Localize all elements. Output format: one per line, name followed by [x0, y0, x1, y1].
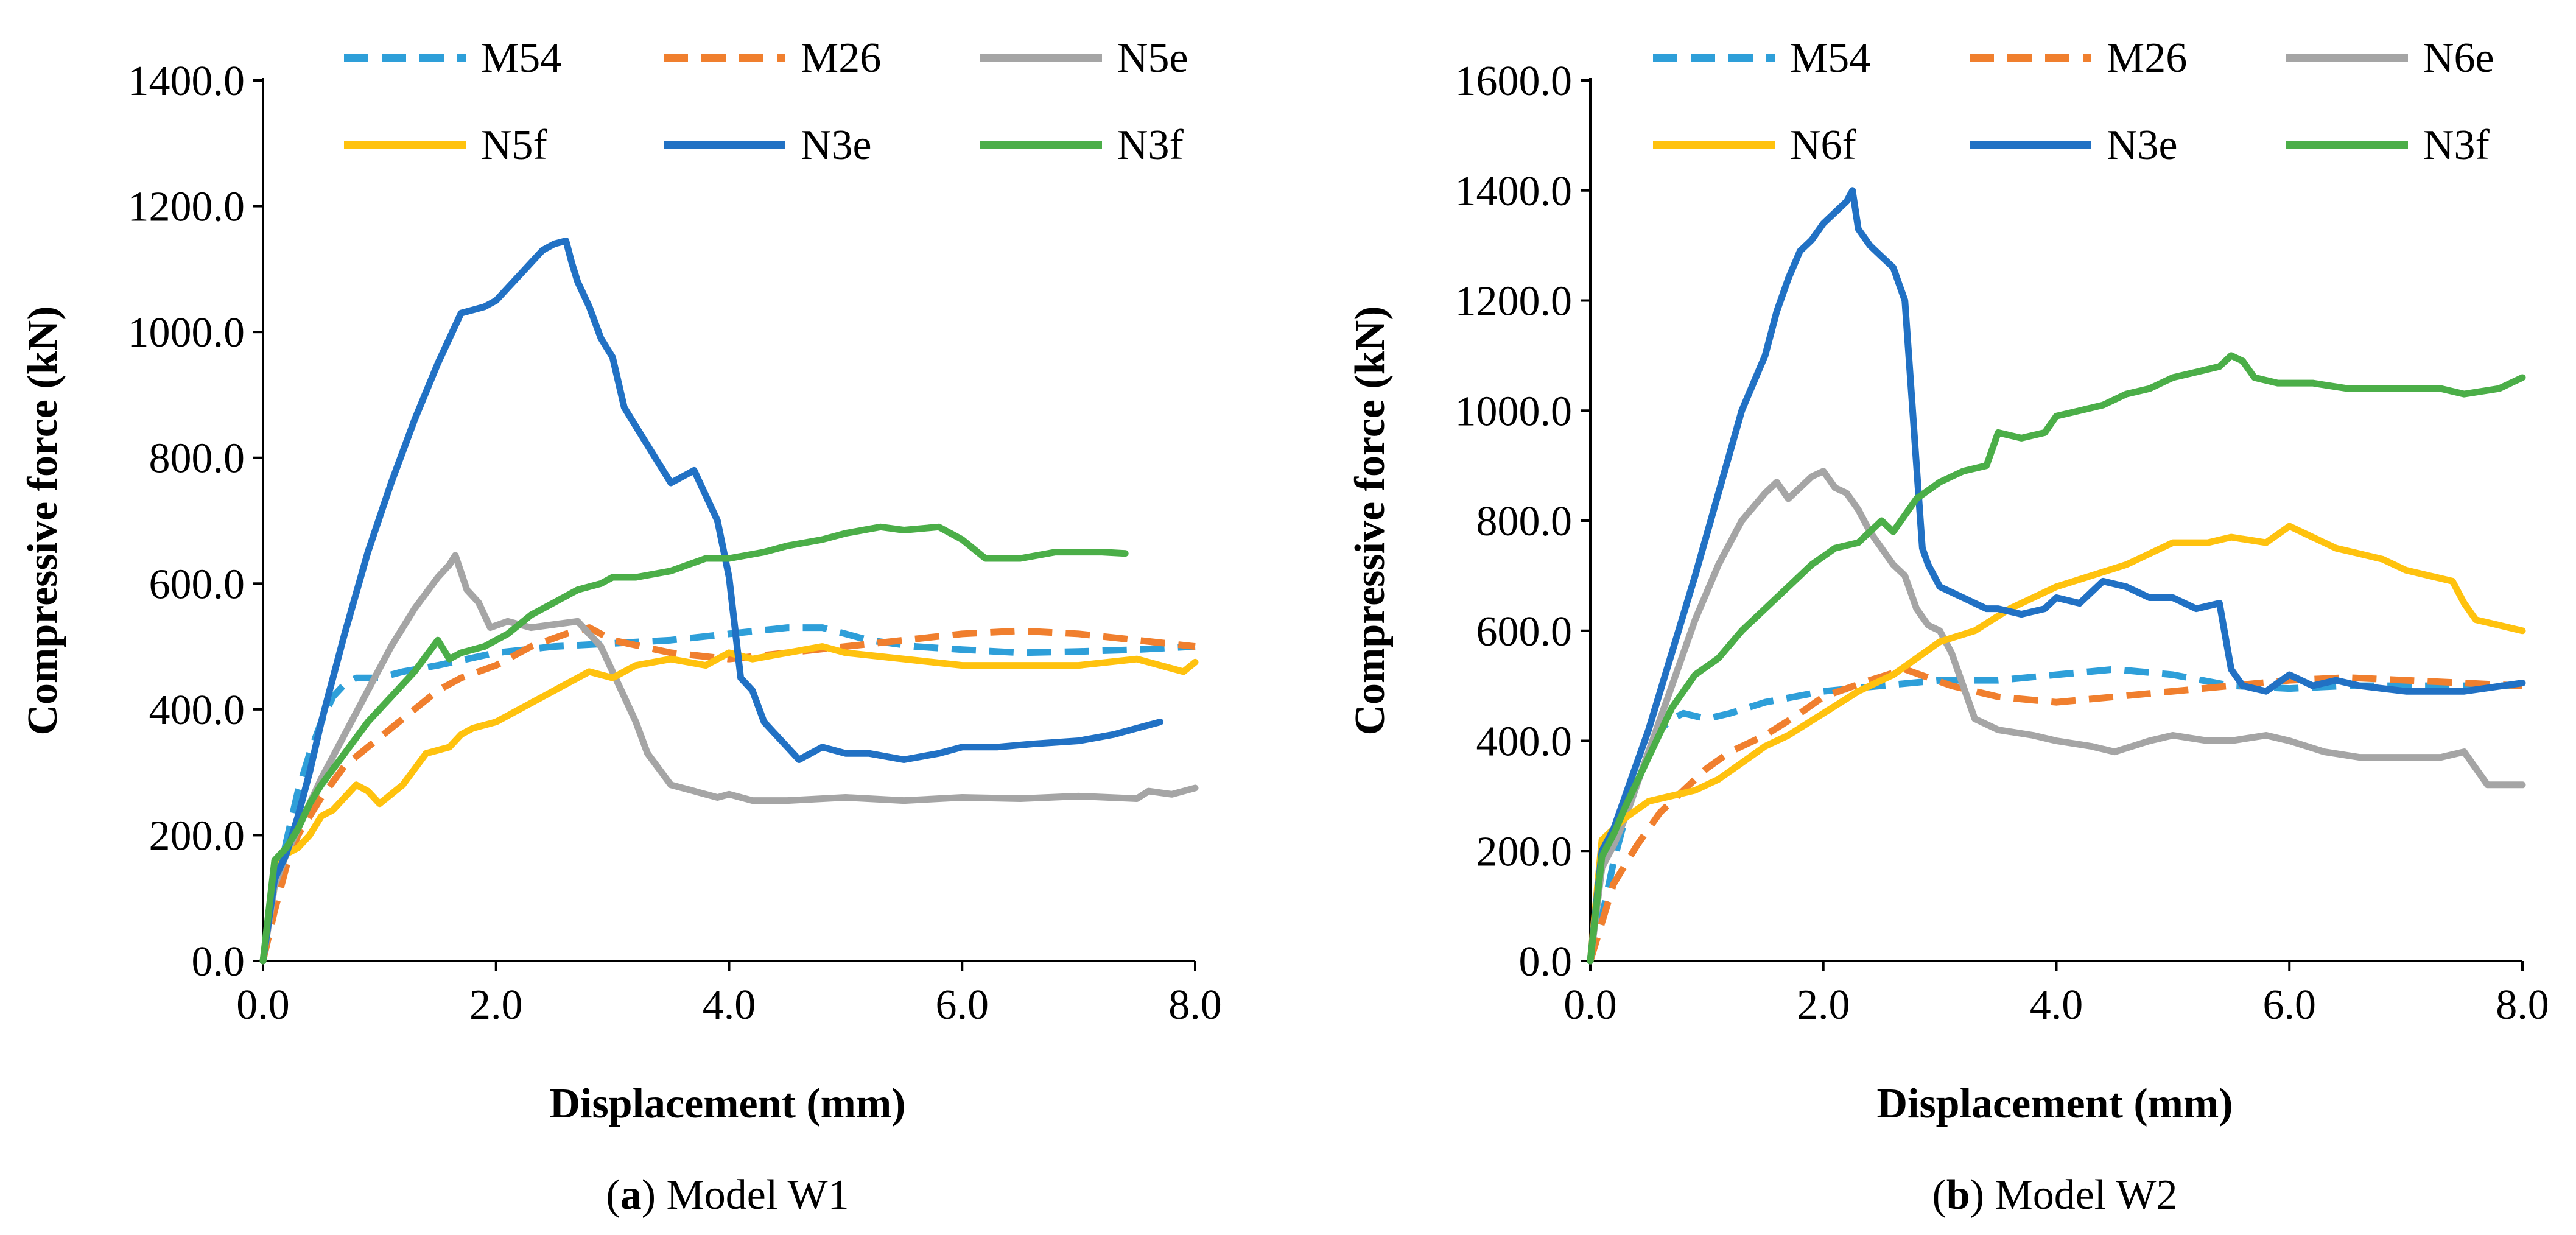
series-line-n6e	[1587, 468, 2526, 965]
x-tick-label: 6.0	[2263, 982, 2317, 1029]
y-tick-label: 400.0	[1476, 719, 1573, 765]
y-tick-label: 600.0	[1476, 608, 1573, 655]
series-line-n5f	[259, 643, 1199, 965]
y-tick-label: 1400.0	[1455, 168, 1573, 215]
y-tick-label: 1000.0	[128, 309, 245, 356]
x-tick-label: 8.0	[1168, 982, 1222, 1029]
legend-label: M54	[481, 35, 561, 82]
legend: M54 M26 N6e N6f N3e N3f	[1653, 35, 2494, 169]
series-line-m54	[1587, 666, 2522, 962]
series-line-n6f	[1587, 522, 2526, 965]
y-tick-label: 0.0	[192, 938, 245, 985]
chart-panel-w1: M54 M26 N5e N5f N3e N3f 0.0 200.0 400.0 600…	[19, 35, 1222, 1219]
x-tick-label: 2.0	[469, 982, 523, 1029]
legend-label: N3e	[801, 122, 872, 169]
legend-label: N5e	[1117, 35, 1188, 82]
x-axis-title: Displacement (mm)	[549, 1080, 905, 1127]
y-tick-label: 1400.0	[128, 58, 245, 105]
y-axis-title: Compressive force (kN)	[1347, 306, 1394, 735]
y-tick-label: 800.0	[149, 435, 245, 482]
legend: M54 M26 N5e N5f N3e N3f	[344, 35, 1188, 169]
axes: 0.0 200.0 400.0 600.0 800.0 1000.0 1200.0 1400.…	[128, 58, 1222, 1029]
panel-caption: (a) Model W1	[606, 1172, 849, 1219]
legend-label: N3f	[1117, 122, 1184, 169]
legend-label: N6f	[1790, 122, 1857, 169]
y-tick-label: 1600.0	[1455, 58, 1573, 105]
legend-label: N3e	[2107, 122, 2178, 169]
y-tick-label: 1200.0	[1455, 278, 1573, 325]
x-axis-title: Displacement (mm)	[1876, 1080, 2233, 1127]
caption-letter: a	[620, 1172, 642, 1219]
y-tick-label: 200.0	[1476, 828, 1573, 875]
series-line-n3f	[259, 523, 1129, 965]
y-tick-label: 400.0	[149, 687, 245, 734]
y-tick-label: 1000.0	[1455, 388, 1573, 435]
chart-panel-w2: M54 M26 N6e N6f N3e N3f 0.0 200.0 400.0 600…	[1347, 35, 2549, 1219]
series-line-n5e	[259, 552, 1199, 965]
x-tick-label: 8.0	[2496, 982, 2549, 1029]
legend-label: N3f	[2423, 122, 2490, 169]
y-tick-label: 200.0	[149, 812, 245, 859]
x-tick-label: 6.0	[936, 982, 989, 1029]
caption-text: ) Model W1	[642, 1172, 849, 1219]
y-axis-title: Compressive force (kN)	[19, 306, 66, 735]
x-tick-label: 2.0	[1797, 982, 1850, 1029]
series-lines	[1587, 187, 2526, 965]
series-line-n3e	[1587, 187, 2526, 965]
series-line-n3f	[1587, 352, 2526, 965]
series-line-n3e	[259, 237, 1164, 965]
y-tick-label: 800.0	[1476, 498, 1573, 545]
caption-letter: b	[1946, 1172, 1970, 1219]
y-tick-label: 0.0	[1519, 938, 1573, 985]
y-tick-label: 1200.0	[128, 184, 245, 231]
series-line-m26	[259, 624, 1196, 962]
series-lines	[259, 237, 1199, 965]
legend-label: M26	[801, 35, 881, 82]
legend-label: N6e	[2423, 35, 2494, 82]
y-tick-label: 600.0	[149, 561, 245, 608]
x-tick-label: 4.0	[703, 982, 756, 1029]
x-tick-label: 0.0	[236, 982, 290, 1029]
axes: 0.0 200.0 400.0 600.0 800.0 1000.0 1200.0 1400.…	[1455, 58, 2549, 1029]
panel-caption: (b) Model W2	[1932, 1172, 2177, 1219]
x-tick-label: 0.0	[1563, 982, 1617, 1029]
legend-label: M54	[1790, 35, 1870, 82]
legend-label: N5f	[481, 122, 548, 169]
legend-label: M26	[2107, 35, 2187, 82]
caption-text: ) Model W2	[1970, 1172, 2178, 1219]
x-tick-label: 4.0	[2030, 982, 2083, 1029]
